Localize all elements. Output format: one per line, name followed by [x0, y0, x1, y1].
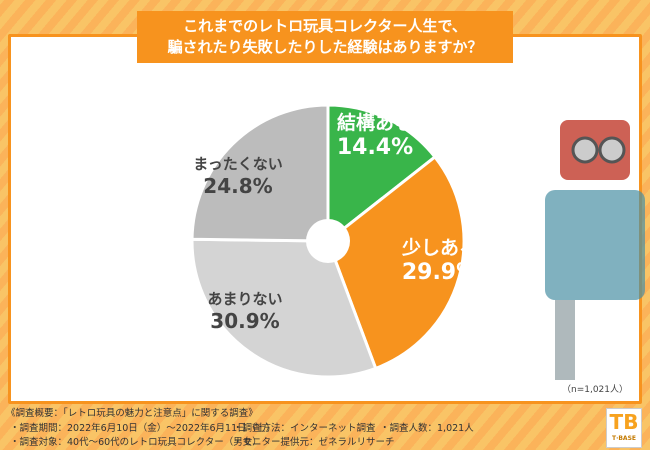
logo-text: T·BASE	[611, 435, 636, 442]
logo-mark: TB	[609, 410, 639, 434]
slice-category: あまりない	[207, 290, 283, 308]
slice-label: 少しある 29.9%	[380, 233, 500, 285]
pie-slice-4	[190, 103, 330, 243]
slice-category: 結構ある	[336, 112, 413, 134]
footer-heading: 《調査概要：「レトロ玩具の魅力と注意点」に関する調査》	[6, 408, 258, 419]
slice-value: 29.9%	[401, 260, 479, 285]
title-line-1: これまでのレトロ玩具コレクター人生で、	[183, 17, 467, 35]
sample-size: （n=1,021人）	[561, 385, 628, 395]
title-line-2: 騙されたり失敗したりした経験はありますか？	[167, 38, 483, 56]
pie-slice-1	[326, 103, 438, 245]
robot-image	[545, 120, 645, 380]
tbase-logo: TB T·BASE	[606, 408, 642, 448]
slice-category: まったくない	[193, 155, 283, 173]
pie-slice-3	[190, 237, 378, 379]
footer-target: ・調査対象：40代～60代のレトロ玩具コレクター（男女）	[10, 437, 262, 448]
chart-title: これまでのレトロ玩具コレクター人生で、 騙されたり失敗したりした経験はありますか…	[137, 11, 513, 63]
slice-label: 結構ある 14.4%	[315, 108, 435, 160]
slice-value: 14.4%	[336, 135, 414, 160]
slice-value: 24.8%	[203, 174, 273, 198]
footer-provider: ・モニター提供元：ゼネラルリサーチ	[233, 437, 395, 448]
pie-slice-2	[326, 154, 466, 371]
donut-hole	[306, 219, 350, 263]
footer-count: ・調査人数：1,021人	[380, 423, 474, 434]
slice-label: まったくない 24.8%	[178, 153, 298, 198]
slice-value: 30.9%	[210, 309, 280, 333]
footer-method: ・調査方法：インターネット調査	[233, 423, 376, 434]
footer-period: ・調査期間：2022年6月10日（金）～2022年6月11日（土）	[10, 423, 276, 434]
slice-category: 少しある	[401, 237, 478, 259]
slice-label: あまりない 30.9%	[185, 288, 305, 333]
